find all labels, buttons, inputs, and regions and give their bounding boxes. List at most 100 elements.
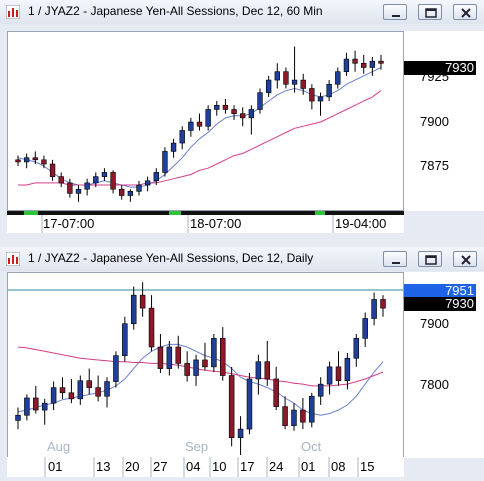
candle-body xyxy=(179,130,185,144)
candle-body xyxy=(162,151,168,173)
candle xyxy=(93,172,99,188)
time-axis: 01 13 20 27 04 10 17 24 01 08 15 xyxy=(7,457,404,477)
candle-body xyxy=(95,387,101,397)
candle xyxy=(110,170,116,194)
y-tick-label: 7900 xyxy=(420,316,449,331)
candle-body xyxy=(309,88,315,102)
y-tick-label: 7900 xyxy=(420,114,449,129)
candle-body xyxy=(274,71,280,81)
candle xyxy=(344,353,351,390)
candle-body xyxy=(33,397,39,411)
time-scrollbar[interactable] xyxy=(7,211,404,215)
close-icon xyxy=(461,255,471,265)
candle-body xyxy=(113,355,119,382)
x-tick-label: 17-07:00 xyxy=(43,216,95,231)
time-axis: 17-07:00 18-07:00 19-04:00 xyxy=(7,215,404,233)
candle-body xyxy=(380,299,386,309)
candle xyxy=(205,105,211,131)
candle xyxy=(58,172,64,188)
candle-body xyxy=(220,338,226,376)
candle xyxy=(166,340,173,376)
candle-body xyxy=(317,383,324,397)
candle xyxy=(15,407,21,430)
candle xyxy=(362,312,368,347)
candle-body xyxy=(122,323,128,356)
candle xyxy=(361,54,367,74)
y-tick-label: 7875 xyxy=(420,158,449,173)
candle xyxy=(246,372,253,435)
candle xyxy=(95,375,101,402)
candle xyxy=(24,394,30,421)
candle xyxy=(50,381,57,411)
candle-body xyxy=(24,397,30,416)
candle xyxy=(309,84,315,110)
x-tick-label: 18-07:00 xyxy=(190,216,242,231)
x-tick-label: 20 xyxy=(125,459,140,474)
candle xyxy=(300,397,306,430)
candle-body xyxy=(344,357,351,381)
title-bar[interactable]: 1 / JYAZ2 - Japanese Yen-All Sessions, D… xyxy=(0,247,484,271)
candle-body xyxy=(139,294,146,309)
candle-body xyxy=(68,392,75,400)
price-plot-area[interactable] xyxy=(7,272,404,458)
chart-window-60min: 1 / JYAZ2 - Japanese Yen-All Sessions, D… xyxy=(0,0,484,240)
maximize-button[interactable] xyxy=(418,4,442,20)
candle-body xyxy=(93,176,99,184)
candle xyxy=(113,351,119,388)
maximize-button[interactable] xyxy=(418,251,442,267)
candle-body xyxy=(248,109,255,119)
candle-body xyxy=(283,71,289,85)
candle-body xyxy=(144,180,151,186)
x-tick-label: 01 xyxy=(301,459,316,474)
minimize-button[interactable] xyxy=(383,251,407,267)
price-plot-area[interactable] xyxy=(7,31,404,211)
candle-body xyxy=(214,104,220,110)
title-bar[interactable]: 1 / JYAZ2 - Japanese Yen-All Sessions, D… xyxy=(0,0,484,24)
close-button[interactable] xyxy=(453,4,477,20)
candle xyxy=(127,189,134,202)
candle xyxy=(231,105,237,120)
candlestick-chart xyxy=(15,46,384,202)
candle-body xyxy=(188,121,194,131)
candle-body xyxy=(300,409,306,423)
candle xyxy=(202,342,208,371)
candle xyxy=(148,295,155,352)
y-tick-label: 7800 xyxy=(420,377,449,392)
candle xyxy=(335,351,342,386)
candle-body xyxy=(291,79,298,85)
candle-body xyxy=(157,346,164,369)
candle-body xyxy=(166,346,173,369)
candle-body xyxy=(127,191,134,196)
candle-body xyxy=(130,294,137,324)
candle-body xyxy=(222,104,229,110)
close-button[interactable] xyxy=(453,251,477,267)
chart-app-icon xyxy=(6,5,20,19)
candle-body xyxy=(326,83,332,98)
candle xyxy=(352,50,358,72)
candle xyxy=(144,176,151,192)
candle xyxy=(196,113,203,131)
candle-body xyxy=(246,378,253,430)
candle-body xyxy=(255,361,262,380)
month-label: Aug xyxy=(47,439,71,454)
candle xyxy=(248,105,255,135)
candle xyxy=(353,334,360,367)
candle-body xyxy=(41,402,48,411)
candle-body xyxy=(86,380,92,388)
candle-body xyxy=(75,188,82,194)
candle-body xyxy=(371,299,377,319)
candle xyxy=(157,334,164,373)
x-tick-label: 13 xyxy=(96,459,111,474)
month-axis: Aug Sep Oct xyxy=(7,438,404,456)
candle xyxy=(264,340,271,386)
candle xyxy=(326,80,332,102)
candle-body xyxy=(101,172,108,177)
minimize-button[interactable] xyxy=(383,4,407,20)
candle xyxy=(179,126,185,150)
candle-body xyxy=(362,318,368,339)
candle-body xyxy=(202,359,208,368)
chart-app-icon xyxy=(6,252,20,266)
candle-body xyxy=(300,79,306,89)
x-tick-label: 24 xyxy=(269,459,284,474)
month-label: Sep xyxy=(185,439,209,454)
